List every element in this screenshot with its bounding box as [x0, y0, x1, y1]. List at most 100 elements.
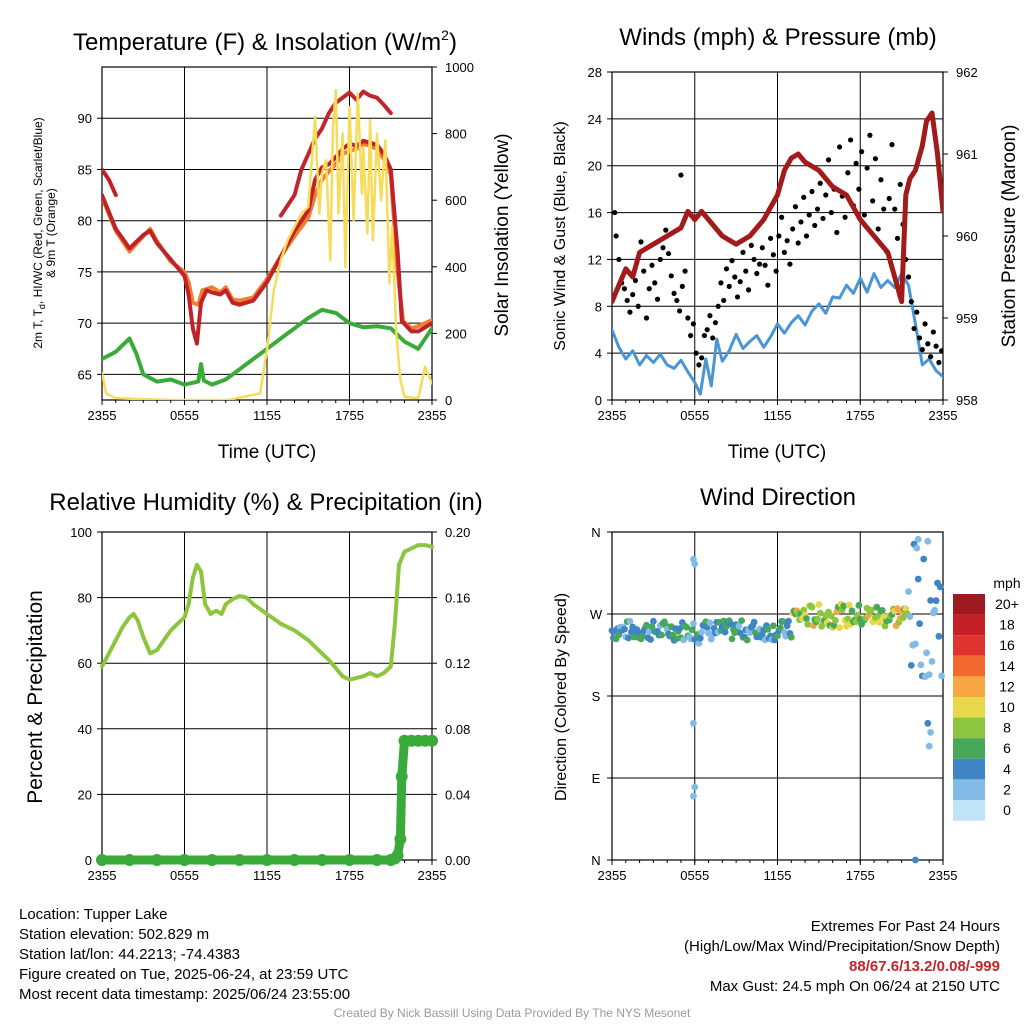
y-tick-label: 8: [595, 299, 602, 314]
y-tick-label: 28: [588, 65, 602, 80]
y2-tick-label: 961: [956, 147, 978, 162]
series-temp_2m: [102, 167, 118, 198]
direction-point: [920, 555, 928, 563]
y2-tick-label: 0.08: [445, 722, 470, 737]
gust-point: [732, 274, 738, 280]
direction-point: [878, 607, 886, 614]
gust-point: [699, 355, 705, 361]
gust-point: [613, 233, 619, 239]
legend-label: 16: [999, 637, 1015, 653]
gust-point: [914, 309, 920, 315]
precip-point: [426, 734, 438, 747]
direction-point: [836, 624, 843, 631]
gust-point: [853, 160, 859, 166]
legend-swatch: [953, 697, 985, 718]
gust-point: [933, 343, 939, 349]
y-axis-label: Sonic Wind & Gust (Blue, Black): [552, 121, 569, 350]
gust-point: [845, 170, 851, 176]
gust-point: [641, 268, 647, 274]
direction-point: [688, 626, 696, 634]
gust-point: [878, 177, 884, 183]
precip-point: [343, 854, 356, 866]
x-tick-label: 2355: [929, 868, 958, 883]
legend-label: 20+: [995, 596, 1019, 612]
gust-point: [817, 180, 823, 186]
gust-point: [693, 350, 699, 356]
plot-frame: [611, 531, 944, 861]
extremes-title: Extremes For Past 24 Hours: [810, 918, 1000, 935]
direction-point: [764, 625, 772, 633]
y2-tick-label: 959: [956, 311, 978, 326]
direction-point: [815, 601, 823, 608]
speed-legend: mph 20+ 18 16 14 12 10 8 6 4 2 0: [953, 575, 1021, 821]
gust-point: [867, 132, 873, 138]
gust-point: [927, 354, 934, 360]
legend-title: mph: [993, 575, 1020, 591]
gust-point: [630, 291, 636, 298]
legend-swatch: [953, 758, 985, 780]
x-tick-label: 2355: [929, 408, 958, 423]
gust-point: [806, 212, 812, 218]
y2-tick-label: 958: [956, 393, 978, 408]
series-pressure: [612, 110, 943, 305]
direction-point: [899, 614, 907, 622]
gust-point: [820, 215, 826, 222]
x-tick-label: 1755: [335, 868, 364, 883]
y-axis-label-line1: 2m T, Td, HI/WC (Red, Green, Scarlet/Blu…: [31, 117, 47, 348]
gust-point: [856, 186, 862, 192]
direction-point: [683, 623, 690, 631]
station-elevation: Station elevation: 502.829 m: [19, 926, 210, 943]
direction-point: [770, 622, 777, 630]
x-tick-label: 1755: [846, 868, 875, 883]
direction-point: [800, 606, 808, 614]
direction-point: [706, 619, 714, 627]
direction-point: [743, 636, 751, 644]
direction-point: [848, 607, 856, 615]
direction-point: [935, 632, 943, 640]
direction-point: [691, 783, 699, 791]
precip-point: [233, 854, 246, 866]
gust-point: [612, 209, 618, 216]
direction-point: [867, 606, 875, 614]
direction-point: [924, 537, 932, 545]
temperature-panel: 2355 0555 1155 1755 2355 65 70 75 80 85 90 0 200 400 6…: [31, 27, 513, 463]
temperature-plot-area: [102, 89, 432, 400]
x-tick-label: 1155: [764, 408, 792, 423]
y-tick-label: 0: [85, 853, 92, 868]
precip-point: [288, 854, 301, 866]
series-dewpoint: [102, 307, 432, 387]
chart-title: Wind Direction: [700, 484, 856, 511]
direction-point: [658, 631, 665, 639]
gust-point: [740, 249, 746, 255]
gust-point: [908, 299, 914, 305]
recent-timestamp: Most recent data timestamp: 2025/06/24 2…: [19, 986, 351, 1003]
direction-point: [735, 622, 743, 630]
max-gust: Max Gust: 24.5 mph On 06/24 at 2150 UTC: [709, 978, 1000, 995]
direction-point: [774, 632, 781, 640]
direction-point: [721, 628, 729, 636]
y-tick-label: 12: [588, 252, 602, 267]
direction-point: [925, 671, 933, 678]
direction-point: [924, 719, 932, 727]
direction-point: [647, 636, 654, 643]
direction-point: [914, 535, 922, 543]
precip-point: [151, 854, 163, 866]
gust-point: [889, 142, 895, 148]
direction-point: [906, 613, 914, 620]
gust-point: [649, 262, 655, 268]
direction-point: [876, 618, 883, 626]
gust-point: [905, 274, 912, 280]
x-tick-label: 0555: [680, 408, 709, 423]
y2-tick-label: 962: [956, 65, 978, 80]
direction-point: [816, 609, 824, 617]
gust-point: [646, 286, 652, 292]
gust-point: [676, 308, 683, 314]
direction-point: [844, 615, 852, 623]
gust-point: [671, 290, 677, 296]
direction-point: [932, 597, 940, 605]
gust-point: [919, 347, 925, 353]
y2-tick-label: 200: [445, 326, 467, 341]
station-latlon: Station lat/lon: 44.2213; -74.4383: [19, 946, 241, 963]
direction-point: [804, 620, 812, 628]
gust-point: [781, 249, 787, 255]
